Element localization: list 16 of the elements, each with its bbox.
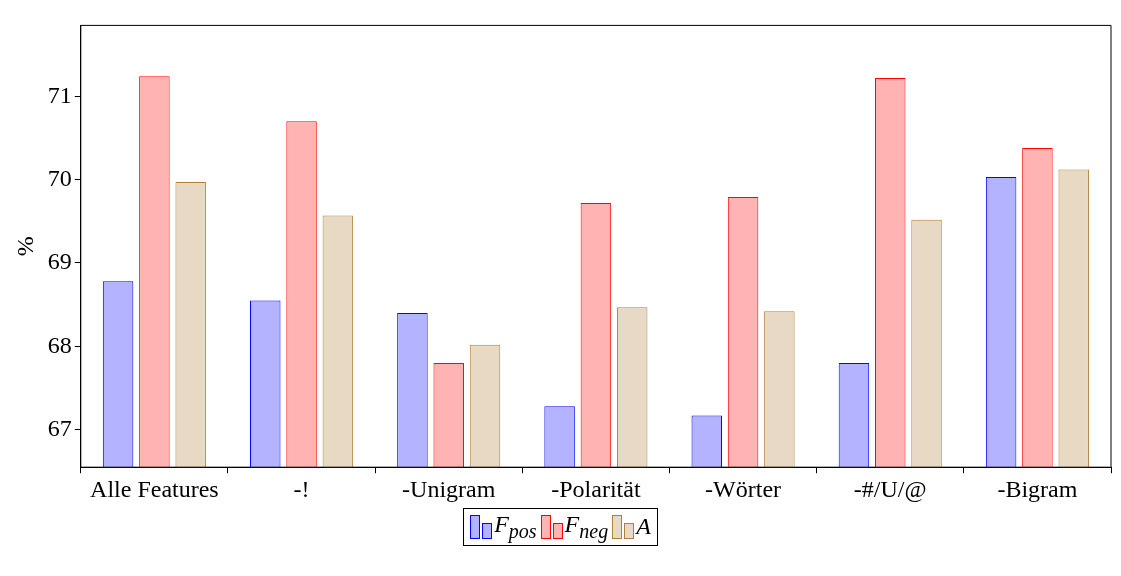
x-tick-label: -Unigram [402,475,496,502]
y-tick-label: 70 [47,164,72,191]
y-tick-label: 68 [47,331,72,358]
x-tick-label: Alle Features [90,475,219,502]
legend-label: F$_{neg}$ [564,511,609,543]
y-tick-label: 71 [47,81,72,108]
y-axis-title: % [11,236,38,257]
x-tick-label: -Polarität [551,475,641,502]
legend-label: F$_{pos}$ [494,511,537,543]
x-tick-label: -Bigram [997,475,1078,502]
x-tick-label: -! [293,475,310,502]
legend-label: A [636,513,651,541]
x-tick-label: -Wörter [705,475,782,502]
y-tick-label: 69 [47,248,72,275]
x-tick-label: -#/U/@ [853,475,927,502]
y-tick-label: 67 [47,414,72,441]
